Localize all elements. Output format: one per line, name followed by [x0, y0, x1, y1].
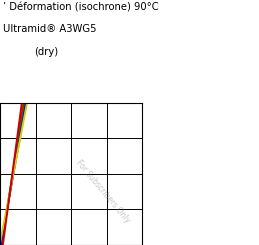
Text: ’ Déformation (isochrone) 90°C: ’ Déformation (isochrone) 90°C: [3, 2, 158, 12]
Text: Ultramid® A3WG5: Ultramid® A3WG5: [3, 24, 96, 35]
Text: (dry): (dry): [34, 47, 58, 57]
Text: For Subscribers Only: For Subscribers Only: [74, 158, 131, 224]
